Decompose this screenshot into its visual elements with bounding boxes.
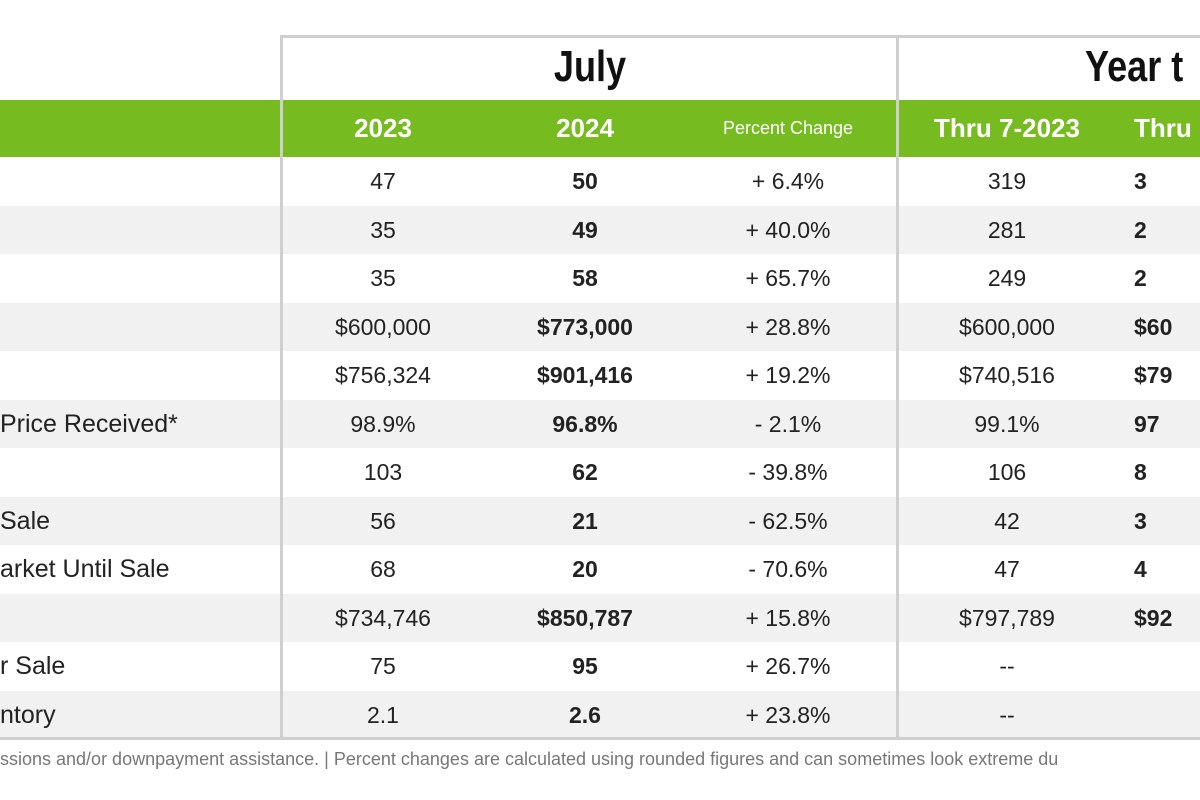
header-band [0, 100, 1200, 157]
cell-2023: 35 [370, 216, 396, 243]
cell-percent-change: - 62.5% [748, 507, 828, 534]
cell-ytd-2023: 281 [987, 216, 1027, 243]
col-header-2023: 2023 [354, 113, 412, 143]
cell-2024: 58 [572, 265, 598, 291]
cell-percent-change: - 39.8% [748, 459, 828, 485]
table-top-border [281, 35, 1200, 38]
cell-percent-change: - 2.1% [754, 410, 822, 437]
table-row: $756,324 $901,416 + 19.2% $740,516 $79 [0, 351, 1200, 400]
table-row: $734,746 $850,787 + 15.8% $797,789 $92 [0, 593, 1200, 642]
cell-ytd-2024: $60 [1134, 313, 1173, 340]
cell-percent-change: + 28.8% [745, 313, 831, 340]
cell-ytd-2023: 47 [994, 556, 1020, 582]
cell-2024: $773,000 [537, 313, 633, 340]
table-row: Price Received* 98.9% 96.8% - 2.1% 99.1% 97 [0, 399, 1200, 448]
divider-left [280, 35, 283, 738]
cell-percent-change: + 26.7% [745, 653, 831, 679]
cell-ytd-2023: $600,000 [959, 313, 1055, 340]
table-row: 47 50 + 6.4% 319 3 [0, 157, 1200, 206]
table-row: Sale 56 21 - 62.5% 42 3 [0, 496, 1200, 545]
cell-2023: 47 [370, 168, 396, 194]
cell-2023: $756,324 [335, 362, 431, 388]
table-row: $600,000 $773,000 + 28.8% $600,000 $60 [0, 302, 1200, 351]
cell-percent-change: + 23.8% [745, 701, 831, 728]
table-row: arket Until Sale 68 20 - 70.6% 47 4 [0, 545, 1200, 594]
cell-2024: $850,787 [537, 604, 633, 631]
col-header-ytd-2024: Thru [1134, 113, 1192, 143]
col-header-2024: 2024 [556, 113, 614, 143]
cell-ytd-2024: 8 [1134, 459, 1147, 485]
cell-ytd-2024: 4 [1134, 556, 1147, 582]
cell-percent-change: - 70.6% [748, 556, 828, 582]
cell-2024: 62 [572, 459, 598, 485]
cell-ytd-2023: 99.1% [974, 410, 1040, 437]
cell-2024: 20 [572, 556, 598, 582]
table-row: 35 49 + 40.0% 281 2 [0, 205, 1200, 254]
cell-2024: 21 [572, 507, 598, 534]
row-label: ntory [0, 700, 56, 729]
cell-2024: 50 [572, 168, 598, 194]
footnote: ssions and/or downpayment assistance. | … [0, 749, 1059, 769]
cell-ytd-2024: 97 [1134, 410, 1160, 437]
table-row: r Sale 75 95 + 26.7% -- [0, 642, 1200, 691]
table-bottom-border [0, 737, 1200, 740]
cell-percent-change: + 65.7% [745, 265, 831, 291]
cell-2023: 75 [370, 653, 396, 679]
cell-2023: $734,746 [335, 604, 431, 631]
cell-2023: 103 [363, 459, 403, 485]
divider-middle [896, 35, 899, 738]
cell-2023: 98.9% [350, 410, 416, 437]
cell-ytd-2024: 2 [1134, 265, 1147, 291]
cell-2024: 95 [572, 653, 598, 679]
cell-ytd-2023: 106 [987, 459, 1027, 485]
cell-ytd-2023: $797,789 [959, 604, 1055, 631]
cell-percent-change: + 6.4% [751, 168, 825, 194]
row-label: Sale [0, 506, 51, 535]
cell-percent-change: + 40.0% [745, 216, 831, 243]
table-row: ntory 2.1 2.6 + 23.8% -- [0, 690, 1200, 739]
row-label: Price Received* [0, 409, 178, 438]
cell-ytd-2023: 319 [987, 168, 1027, 194]
row-label: r Sale [0, 652, 66, 680]
table-row: 35 58 + 65.7% 249 2 [0, 254, 1200, 303]
cell-2023: $600,000 [335, 313, 431, 340]
cell-ytd-2023: -- [999, 653, 1015, 679]
cell-ytd-2024: 2 [1134, 216, 1147, 243]
col-header-ytd-2023: Thru 7-2023 [934, 113, 1080, 143]
cell-percent-change: + 19.2% [745, 362, 831, 388]
table-row: 103 62 - 39.8% 106 8 [0, 448, 1200, 497]
cell-ytd-2024: $79 [1134, 362, 1173, 388]
row-label: arket Until Sale [0, 555, 170, 583]
cell-ytd-2023: -- [999, 701, 1015, 728]
title-year-to-date: Year t [1085, 42, 1184, 91]
cell-2024: $901,416 [537, 362, 633, 388]
cell-ytd-2024: $92 [1134, 604, 1173, 631]
cell-ytd-2024: 3 [1134, 507, 1147, 534]
title-july: July [553, 42, 627, 91]
cell-2023: 35 [370, 265, 396, 291]
cell-2023: 2.1 [367, 701, 399, 728]
cell-2023: 68 [370, 556, 396, 582]
cell-2024: 96.8% [552, 410, 618, 437]
cell-2024: 49 [572, 216, 598, 243]
cell-ytd-2024: 3 [1134, 168, 1147, 194]
cell-percent-change: + 15.8% [745, 604, 831, 631]
col-header-percent-change: Percent Change [722, 118, 854, 138]
cell-ytd-2023: 42 [994, 507, 1020, 534]
cell-2024: 2.6 [569, 701, 601, 728]
cell-ytd-2023: 249 [987, 265, 1027, 291]
cell-ytd-2023: $740,516 [959, 362, 1055, 388]
cell-2023: 56 [370, 507, 396, 534]
